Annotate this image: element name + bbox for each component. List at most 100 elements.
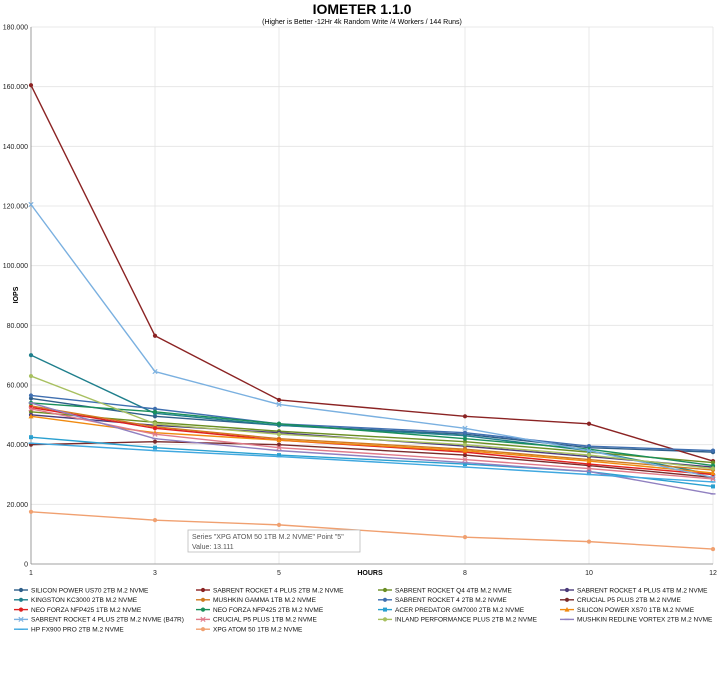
data-point	[710, 448, 716, 453]
y-tick-label: 40.000	[7, 442, 29, 449]
legend-item: INLAND PERFORMANCE PLUS 2TB M.2 NVME	[378, 617, 538, 624]
data-point	[152, 368, 158, 375]
tooltip-series-label: Series "XPG ATOM 50 1TB M.2 NVME" Point …	[192, 534, 344, 541]
legend-label: HP FX900 PRO 2TB M.2 NVME	[31, 627, 124, 634]
legend-label: SILICON POWER US70 2TB M.2 NVME	[31, 587, 149, 594]
legend-item: SABRENT ROCKET 4 PLUS 4TB M.2 NVME	[560, 587, 708, 594]
data-point	[152, 414, 158, 419]
x-tick-label: 1	[29, 570, 33, 577]
x-tick-label: 8	[463, 570, 467, 577]
legend-item: MUSHKIN REDLINE VORTEX 2TB M.2 NVME	[560, 617, 713, 624]
series-line	[30, 511, 714, 550]
data-point	[711, 484, 715, 489]
x-axis: 1 3 5 8 10 12	[29, 563, 717, 577]
legend: SILICON POWER US70 2TB M.2 NVME SABRENT R…	[14, 587, 713, 634]
series-13	[28, 201, 716, 481]
data-point	[28, 201, 34, 208]
data-point	[277, 453, 281, 458]
data-point	[462, 453, 468, 458]
x-axis-title: HOURS	[357, 570, 383, 577]
series-14	[28, 406, 716, 482]
legend-swatch-marker	[200, 587, 206, 593]
x-tick-label: 10	[585, 570, 593, 577]
series-line	[30, 442, 714, 483]
x-tick-label: 5	[277, 570, 281, 577]
y-tick-label: 160.000	[3, 84, 28, 91]
series-line	[30, 375, 714, 470]
series-15	[28, 373, 716, 471]
data-point	[28, 406, 34, 412]
data-point	[586, 539, 592, 544]
legend-label: SABRENT ROCKET Q4 4TB M.2 NVME	[395, 587, 512, 594]
legend-label: SABRENT ROCKET 4 PLUS 2TB M.2 NVME (B47R…	[31, 617, 184, 624]
legend-swatch-marker	[200, 607, 206, 612]
y-tick-label: 120.000	[3, 204, 28, 211]
data-point	[462, 433, 468, 438]
data-point	[462, 439, 468, 444]
legend-item: MUSHKIN GAMMA 1TB M.2 NVME	[196, 597, 317, 604]
data-point	[28, 393, 34, 398]
data-point	[463, 462, 467, 467]
y-tick-label: 20.000	[7, 502, 29, 509]
legend-label: CRUCIAL P5 PLUS 2TB M.2 NVME	[577, 597, 681, 604]
data-point	[710, 546, 716, 552]
legend-label: SABRENT ROCKET 4 2TB M.2 NVME	[395, 597, 507, 604]
data-point	[28, 413, 34, 419]
series-18	[28, 509, 716, 552]
data-point	[28, 409, 34, 414]
legend-swatch-marker	[200, 616, 206, 622]
legend-swatch-marker	[18, 607, 24, 612]
legend-item: NEO FORZA NFP425 1TB M.2 NVME	[14, 607, 142, 614]
legend-label: MUSHKIN REDLINE VORTEX 2TB M.2 NVME	[577, 617, 713, 624]
data-point	[462, 425, 468, 431]
series-line	[30, 397, 714, 453]
tooltip-value-label: Value: 13.111	[192, 544, 234, 551]
series-line	[30, 405, 714, 471]
legend-swatch-marker	[18, 597, 24, 602]
series-line	[30, 204, 714, 479]
data-point	[462, 456, 468, 463]
data-point	[28, 509, 34, 514]
data-point	[586, 448, 592, 454]
data-point	[710, 463, 716, 468]
legend-label: SABRENT ROCKET 4 PLUS 2TB M.2 NVME	[213, 587, 344, 594]
data-point	[710, 460, 716, 465]
x-tick-label: 12	[709, 570, 717, 577]
legend-item: XPG ATOM 50 1TB M.2 NVME	[196, 627, 303, 634]
data-point	[586, 465, 592, 472]
data-point	[152, 431, 158, 437]
legend-swatch-marker	[383, 607, 387, 612]
data-point	[586, 458, 592, 464]
legend-swatch-marker	[382, 617, 388, 622]
data-point	[152, 421, 158, 426]
data-point	[462, 442, 468, 447]
legend-swatch-marker	[382, 587, 388, 593]
series-17	[28, 442, 716, 483]
plot-area	[28, 83, 716, 552]
legend-item: SABRENT ROCKET 4 PLUS 2TB M.2 NVME	[196, 587, 344, 594]
data-point	[276, 432, 282, 437]
data-point	[276, 445, 282, 451]
legend-item: HP FX900 PRO 2TB M.2 NVME	[14, 627, 124, 634]
data-point	[29, 435, 33, 440]
data-point	[28, 373, 34, 379]
data-point	[710, 476, 716, 482]
series-line	[30, 84, 714, 462]
legend-item: SABRENT ROCKET Q4 4TB M.2 NVME	[378, 587, 512, 594]
legend-item: NEO FORZA NFP425 2TB M.2 NVME	[196, 607, 324, 614]
data-point	[152, 426, 158, 431]
data-point	[586, 421, 592, 426]
chart-title: IOMETER 1.1.0	[313, 1, 412, 17]
data-point	[28, 353, 34, 358]
legend-swatch-marker	[18, 616, 24, 622]
y-tick-label: 100.000	[3, 263, 28, 270]
legend-item: SILICON POWER US70 2TB M.2 NVME	[14, 587, 149, 594]
data-point	[462, 414, 468, 419]
data-point	[462, 448, 468, 453]
y-tick-label: 140.000	[3, 144, 28, 151]
legend-label: XPG ATOM 50 1TB M.2 NVME	[213, 627, 303, 634]
legend-label: NEO FORZA NFP425 1TB M.2 NVME	[31, 607, 142, 614]
data-point-tooltip: Series "XPG ATOM 50 1TB M.2 NVME" Point …	[187, 529, 361, 553]
series-line	[30, 402, 714, 467]
y-axis-title: IOPS	[13, 286, 20, 303]
